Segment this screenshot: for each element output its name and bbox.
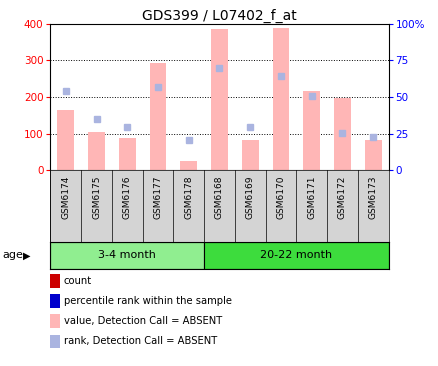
Text: GSM6173: GSM6173	[368, 176, 377, 219]
Text: count: count	[64, 276, 92, 286]
Bar	[180, 161, 197, 170]
Text: GSM6168: GSM6168	[215, 176, 223, 219]
Bar	[241, 140, 258, 170]
Bar	[50, 242, 204, 269]
Text: GDS399 / L07402_f_at: GDS399 / L07402_f_at	[142, 9, 296, 23]
Text: GSM6169: GSM6169	[245, 176, 254, 219]
Text: 20-22 month: 20-22 month	[260, 250, 332, 260]
Text: age: age	[2, 250, 23, 260]
Bar	[57, 110, 74, 170]
Bar	[364, 140, 381, 170]
Text: ▶: ▶	[23, 250, 31, 260]
Text: value, Detection Call = ABSENT: value, Detection Call = ABSENT	[64, 316, 221, 326]
Bar	[211, 29, 227, 170]
Text: 3-4 month: 3-4 month	[98, 250, 156, 260]
Text: GSM6176: GSM6176	[123, 176, 131, 219]
Text: GSM6172: GSM6172	[337, 176, 346, 219]
Text: percentile rank within the sample: percentile rank within the sample	[64, 296, 231, 306]
Text: GSM6177: GSM6177	[153, 176, 162, 219]
Text: GSM6174: GSM6174	[61, 176, 70, 219]
Text: GSM6178: GSM6178	[184, 176, 193, 219]
Text: GSM6175: GSM6175	[92, 176, 101, 219]
Bar	[149, 63, 166, 170]
Bar	[119, 138, 135, 170]
Text: GSM6170: GSM6170	[276, 176, 285, 219]
Bar	[88, 132, 105, 170]
Bar	[333, 98, 350, 170]
Bar	[204, 242, 388, 269]
Bar	[272, 28, 289, 170]
Text: GSM6171: GSM6171	[307, 176, 315, 219]
Text: rank, Detection Call = ABSENT: rank, Detection Call = ABSENT	[64, 336, 216, 347]
Bar	[303, 92, 319, 170]
